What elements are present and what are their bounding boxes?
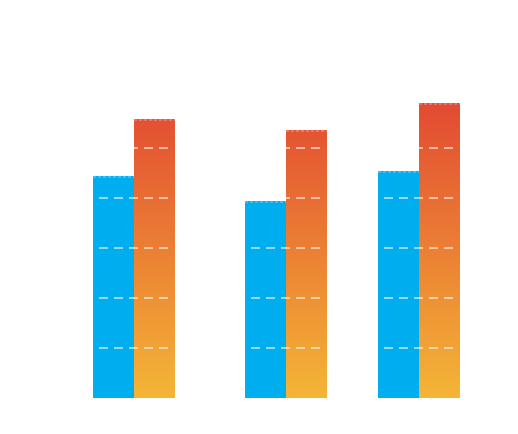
bar-series-2-category-1	[134, 119, 175, 398]
bar-series-1-category-1	[93, 176, 134, 398]
grid-layer	[99, 97, 454, 349]
bar-series-2-category-3	[419, 103, 460, 398]
bar-series-2-category-2	[286, 130, 327, 398]
bar-series-1-category-2	[245, 201, 286, 398]
bars-layer	[93, 103, 460, 398]
bar-series-1-category-3	[378, 171, 419, 398]
